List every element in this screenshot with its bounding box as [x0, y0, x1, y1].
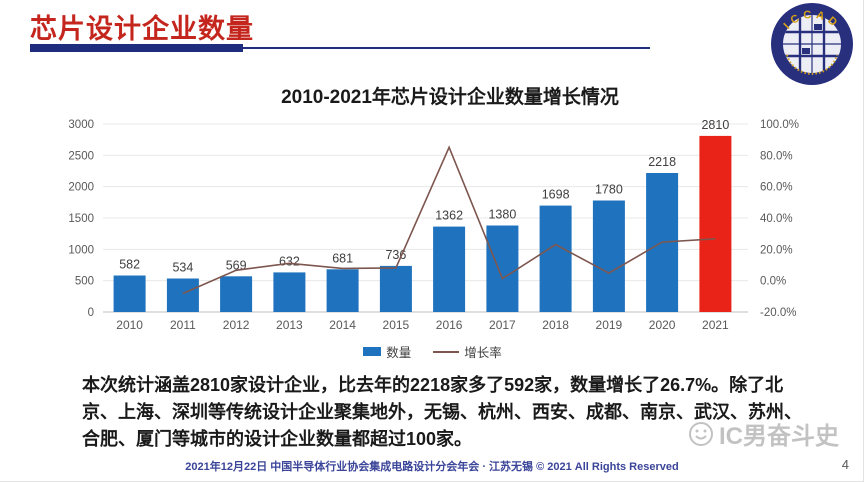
x-axis-tick-2012: 2012 — [223, 318, 250, 332]
chart-title: 2010-2021年芯片设计企业数量增长情况 — [281, 87, 619, 108]
legend-item-growth-rate: 增长率 — [433, 342, 502, 361]
legend-label-quantity: 数量 — [386, 346, 412, 360]
watermark: IC男奋斗史 — [688, 416, 839, 451]
x-axis-tick-2018: 2018 — [542, 318, 569, 332]
bar-series-swatch — [363, 347, 382, 356]
title-underline-thick — [30, 44, 243, 52]
page-number: 4 — [841, 457, 849, 472]
bar-value-2020: 2218 — [648, 155, 676, 169]
bar-value-2021: 2810 — [701, 118, 729, 132]
bar-value-2011: 534 — [172, 261, 193, 275]
right-axis-tick: 40.0% — [760, 213, 793, 225]
bar-value-2015: 736 — [385, 248, 406, 262]
logo-grid-icon — [783, 15, 841, 73]
bar-2017 — [486, 225, 519, 312]
x-axis-tick-2020: 2020 — [649, 318, 676, 332]
bar-2013 — [273, 272, 306, 312]
bar-2018 — [539, 205, 572, 312]
x-axis-tick-2013: 2013 — [276, 318, 303, 332]
left-axis-tick: 1500 — [68, 213, 94, 225]
bar-2015 — [379, 265, 412, 312]
legend-item-quantity: 数量 — [363, 342, 411, 361]
line-series-swatch — [433, 350, 460, 353]
growth-chart-svg: 3000 100.0% 2500 80.0% 2000 60.0% 1500 40.0% 100… — [68, 118, 799, 332]
legend-label-growth-rate: 增长率 — [464, 346, 502, 360]
right-axis-tick: 60.0% — [760, 182, 793, 194]
page-title: 芯片设计企业数量 — [30, 14, 254, 44]
bar-value-2013: 632 — [279, 254, 300, 268]
bar-value-2016: 1362 — [435, 209, 463, 223]
bar-2014 — [326, 269, 359, 312]
right-axis-tick: 20.0% — [760, 244, 793, 256]
x-axis-tick-2021: 2021 — [702, 318, 729, 332]
x-axis-tick-2015: 2015 — [383, 318, 410, 332]
left-axis-tick: 500 — [75, 276, 94, 288]
iccad-logo: ICCAD — [771, 3, 853, 85]
summary-text: 本次统计涵盖2810家设计企业，比去年的2218家多了592家，数量增长了26.… — [82, 372, 802, 453]
bar-value-2010: 582 — [119, 258, 140, 272]
left-axis-tick: 0 — [88, 307, 94, 319]
bar-2016 — [433, 226, 466, 312]
left-axis-tick: 2500 — [68, 150, 94, 162]
bar-2012 — [220, 276, 253, 312]
bar-value-2017: 1380 — [488, 208, 516, 222]
right-axis-tick: -20.0% — [760, 307, 796, 319]
x-axis-tick-2014: 2014 — [329, 318, 356, 332]
watermark-text: IC男奋斗史 — [719, 423, 839, 450]
title-underline-thin — [243, 47, 650, 49]
bar-value-2014: 681 — [332, 251, 353, 265]
summary-line-3: 合肥、厦门等城市的设计企业数量都超过100家。 — [82, 429, 473, 449]
summary-line-2: 京、上海、深圳等传统设计企业聚集地外，无锡、杭州、西安、成都、南京、武汉、苏州、 — [82, 402, 802, 422]
right-axis-tick: 100.0% — [760, 119, 799, 131]
footer-credit: 2021年12月22日 中国半导体行业协会集成电路设计分会年会 · 江苏无锡 ©… — [185, 461, 679, 473]
right-axis-tick: 80.0% — [760, 150, 793, 162]
bar-2011 — [166, 278, 199, 312]
x-axis-tick-2010: 2010 — [116, 318, 143, 332]
left-axis-tick: 2000 — [68, 182, 94, 194]
bar-value-2019: 1780 — [595, 183, 623, 197]
bar-value-2018: 1698 — [542, 188, 570, 202]
smiley-icon — [689, 421, 713, 446]
left-axis-tick: 3000 — [68, 119, 94, 131]
x-axis-tick-2011: 2011 — [170, 318, 196, 332]
growth-rate-line — [182, 145, 716, 295]
x-axis-tick-2017: 2017 — [489, 318, 516, 332]
bar-2021 — [699, 135, 732, 312]
x-axis-tick-2019: 2019 — [596, 318, 623, 332]
chart-legend: 数量 增长率 — [45, 342, 820, 361]
chart-area: 3000 100.0% 2500 80.0% 2000 60.0% 1500 40.0% 100… — [45, 106, 820, 346]
left-axis-tick: 1000 — [68, 244, 94, 256]
bar-2019 — [592, 200, 625, 312]
summary-line-1: 本次统计涵盖2810家设计企业，比去年的2218家多了592家，数量增长了26.… — [82, 375, 784, 395]
bar-value-2012: 569 — [226, 258, 247, 272]
right-axis-tick: 0.0% — [760, 276, 786, 288]
logo-bottom-arc — [786, 54, 838, 75]
x-axis-tick-2016: 2016 — [436, 318, 463, 332]
bar-2010 — [113, 275, 146, 312]
